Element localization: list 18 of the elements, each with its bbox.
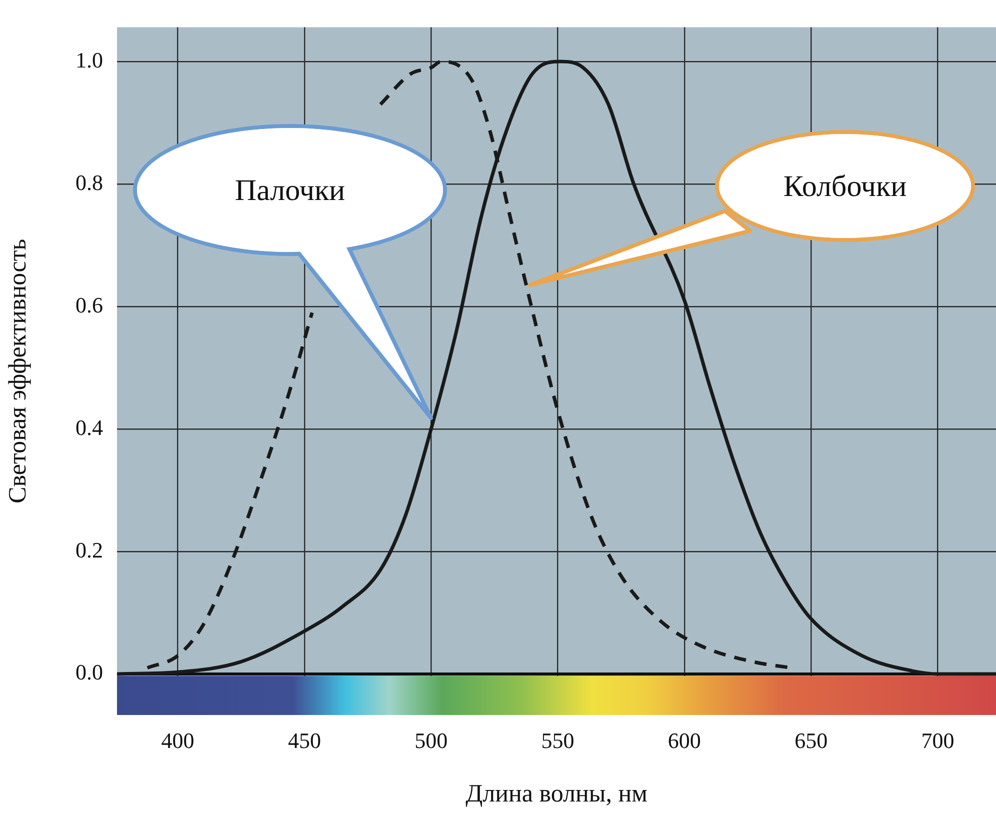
x-tick-label: 450 [288, 728, 321, 753]
line-series [117, 60, 996, 676]
x-tick-label: 700 [921, 728, 954, 753]
x-tick-label: 400 [161, 728, 194, 753]
x-tick-label: 600 [668, 728, 701, 753]
x-tick-label: 500 [414, 728, 448, 753]
annotation: Палочки [234, 174, 346, 207]
y-tick-label: 0.0 [76, 660, 103, 685]
y-tick-label: 0.8 [76, 170, 103, 195]
x-tick-label: 550 [541, 728, 574, 753]
y-tick-label: 1.0 [76, 47, 103, 72]
x-tick-label: 650 [794, 728, 828, 753]
x-axis-title: Длина волны, нм [466, 780, 648, 808]
y-tick-label: 0.4 [76, 414, 103, 440]
y-axis-title: Световая эффективность [4, 238, 32, 504]
annotation: Колбочки [783, 170, 907, 203]
y-tick-label: 0.6 [76, 292, 103, 318]
y-tick-label: 0.2 [76, 537, 103, 562]
